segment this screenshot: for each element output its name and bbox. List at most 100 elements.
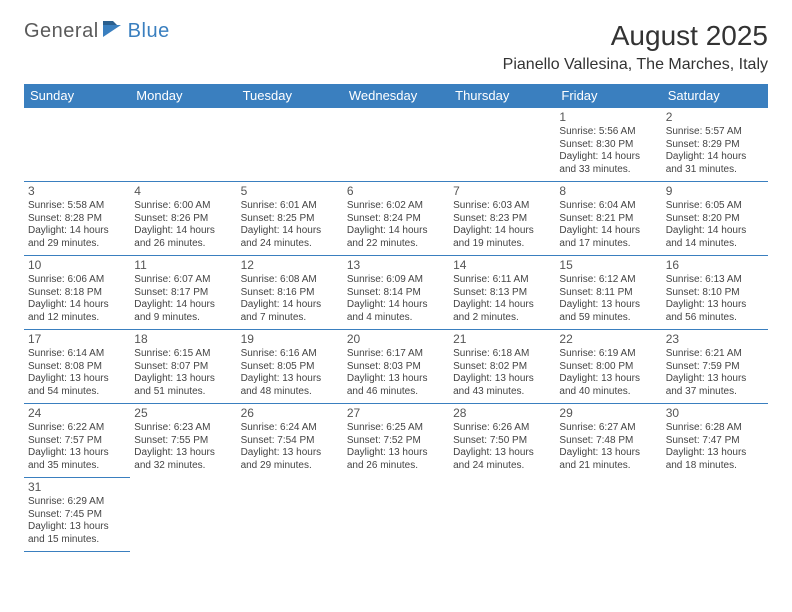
calendar-day-cell: 1Sunrise: 5:56 AMSunset: 8:30 PMDaylight… <box>555 108 661 182</box>
daylight-text: and 29 minutes. <box>241 460 339 473</box>
daylight-text: Daylight: 13 hours <box>134 373 232 386</box>
day-number: 10 <box>28 258 126 273</box>
calendar-day-cell: 20Sunrise: 6:17 AMSunset: 8:03 PMDayligh… <box>343 330 449 404</box>
sunrise-text: Sunrise: 6:12 AM <box>559 274 657 287</box>
calendar-week-row: 3Sunrise: 5:58 AMSunset: 8:28 PMDaylight… <box>24 182 768 256</box>
calendar-empty-cell <box>662 478 768 552</box>
logo-text-general: General <box>24 20 99 43</box>
daylight-text: and 26 minutes. <box>347 460 445 473</box>
daylight-text: Daylight: 13 hours <box>347 373 445 386</box>
daylight-text: and 46 minutes. <box>347 386 445 399</box>
day-number: 16 <box>666 258 764 273</box>
sunset-text: Sunset: 8:25 PM <box>241 213 339 226</box>
location: Pianello Vallesina, The Marches, Italy <box>503 56 768 74</box>
daylight-text: Daylight: 13 hours <box>347 447 445 460</box>
daylight-text: Daylight: 13 hours <box>453 373 551 386</box>
calendar-day-cell: 16Sunrise: 6:13 AMSunset: 8:10 PMDayligh… <box>662 256 768 330</box>
sunset-text: Sunset: 7:59 PM <box>666 361 764 374</box>
day-number: 19 <box>241 332 339 347</box>
day-header: Tuesday <box>237 84 343 108</box>
sunset-text: Sunset: 8:29 PM <box>666 139 764 152</box>
daylight-text: and 26 minutes. <box>134 238 232 251</box>
daylight-text: Daylight: 13 hours <box>28 521 126 534</box>
calendar-week-row: 10Sunrise: 6:06 AMSunset: 8:18 PMDayligh… <box>24 256 768 330</box>
daylight-text: Daylight: 13 hours <box>666 373 764 386</box>
title-block: August 2025 Pianello Vallesina, The Marc… <box>503 20 768 74</box>
sunset-text: Sunset: 7:57 PM <box>28 435 126 448</box>
sunrise-text: Sunrise: 6:28 AM <box>666 422 764 435</box>
calendar-week-row: 17Sunrise: 6:14 AMSunset: 8:08 PMDayligh… <box>24 330 768 404</box>
daylight-text: Daylight: 14 hours <box>241 299 339 312</box>
day-number: 29 <box>559 406 657 421</box>
calendar-day-cell: 24Sunrise: 6:22 AMSunset: 7:57 PMDayligh… <box>24 404 130 478</box>
sunset-text: Sunset: 7:55 PM <box>134 435 232 448</box>
sunrise-text: Sunrise: 6:04 AM <box>559 200 657 213</box>
day-number: 31 <box>28 480 126 495</box>
sunrise-text: Sunrise: 6:02 AM <box>347 200 445 213</box>
sunrise-text: Sunrise: 6:22 AM <box>28 422 126 435</box>
sunrise-text: Sunrise: 6:00 AM <box>134 200 232 213</box>
calendar-day-cell: 30Sunrise: 6:28 AMSunset: 7:47 PMDayligh… <box>662 404 768 478</box>
sunrise-text: Sunrise: 6:07 AM <box>134 274 232 287</box>
day-number: 8 <box>559 184 657 199</box>
day-number: 5 <box>241 184 339 199</box>
page-title: August 2025 <box>503 20 768 52</box>
daylight-text: and 21 minutes. <box>559 460 657 473</box>
calendar-empty-cell <box>343 478 449 552</box>
sunrise-text: Sunrise: 6:25 AM <box>347 422 445 435</box>
day-number: 13 <box>347 258 445 273</box>
calendar-day-cell: 13Sunrise: 6:09 AMSunset: 8:14 PMDayligh… <box>343 256 449 330</box>
daylight-text: Daylight: 13 hours <box>134 447 232 460</box>
day-number: 21 <box>453 332 551 347</box>
calendar-day-cell: 6Sunrise: 6:02 AMSunset: 8:24 PMDaylight… <box>343 182 449 256</box>
sunset-text: Sunset: 8:02 PM <box>453 361 551 374</box>
sunset-text: Sunset: 8:10 PM <box>666 287 764 300</box>
daylight-text: Daylight: 13 hours <box>666 447 764 460</box>
sunrise-text: Sunrise: 6:09 AM <box>347 274 445 287</box>
calendar-day-cell: 25Sunrise: 6:23 AMSunset: 7:55 PMDayligh… <box>130 404 236 478</box>
calendar-empty-cell <box>343 108 449 182</box>
sunset-text: Sunset: 8:17 PM <box>134 287 232 300</box>
daylight-text: and 18 minutes. <box>666 460 764 473</box>
calendar-day-cell: 5Sunrise: 6:01 AMSunset: 8:25 PMDaylight… <box>237 182 343 256</box>
calendar-week-row: 1Sunrise: 5:56 AMSunset: 8:30 PMDaylight… <box>24 108 768 182</box>
sunrise-text: Sunrise: 6:14 AM <box>28 348 126 361</box>
day-number: 11 <box>134 258 232 273</box>
daylight-text: Daylight: 13 hours <box>666 299 764 312</box>
day-number: 18 <box>134 332 232 347</box>
calendar-empty-cell <box>237 478 343 552</box>
daylight-text: Daylight: 14 hours <box>347 225 445 238</box>
sunrise-text: Sunrise: 6:08 AM <box>241 274 339 287</box>
sunrise-text: Sunrise: 6:16 AM <box>241 348 339 361</box>
sunrise-text: Sunrise: 5:56 AM <box>559 126 657 139</box>
day-number: 14 <box>453 258 551 273</box>
daylight-text: Daylight: 14 hours <box>28 299 126 312</box>
day-number: 3 <box>28 184 126 199</box>
daylight-text: Daylight: 14 hours <box>347 299 445 312</box>
day-header: Wednesday <box>343 84 449 108</box>
sunset-text: Sunset: 8:08 PM <box>28 361 126 374</box>
daylight-text: Daylight: 14 hours <box>241 225 339 238</box>
daylight-text: Daylight: 13 hours <box>28 447 126 460</box>
sunrise-text: Sunrise: 6:17 AM <box>347 348 445 361</box>
daylight-text: Daylight: 14 hours <box>666 151 764 164</box>
sunrise-text: Sunrise: 6:05 AM <box>666 200 764 213</box>
day-number: 9 <box>666 184 764 199</box>
calendar-day-cell: 7Sunrise: 6:03 AMSunset: 8:23 PMDaylight… <box>449 182 555 256</box>
calendar-day-cell: 8Sunrise: 6:04 AMSunset: 8:21 PMDaylight… <box>555 182 661 256</box>
daylight-text: and 4 minutes. <box>347 312 445 325</box>
day-number: 7 <box>453 184 551 199</box>
sunset-text: Sunset: 7:48 PM <box>559 435 657 448</box>
daylight-text: Daylight: 13 hours <box>28 373 126 386</box>
sunrise-text: Sunrise: 6:24 AM <box>241 422 339 435</box>
daylight-text: and 12 minutes. <box>28 312 126 325</box>
day-number: 28 <box>453 406 551 421</box>
daylight-text: and 7 minutes. <box>241 312 339 325</box>
day-header: Thursday <box>449 84 555 108</box>
calendar-empty-cell <box>130 478 236 552</box>
sunrise-text: Sunrise: 5:57 AM <box>666 126 764 139</box>
calendar-day-cell: 18Sunrise: 6:15 AMSunset: 8:07 PMDayligh… <box>130 330 236 404</box>
daylight-text: and 40 minutes. <box>559 386 657 399</box>
calendar-day-cell: 15Sunrise: 6:12 AMSunset: 8:11 PMDayligh… <box>555 256 661 330</box>
sunrise-text: Sunrise: 6:13 AM <box>666 274 764 287</box>
